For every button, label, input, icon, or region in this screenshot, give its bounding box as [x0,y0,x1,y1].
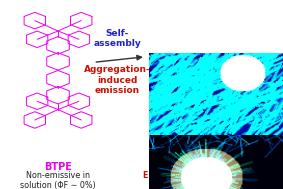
Text: BTPE: BTPE [44,162,72,172]
Text: Aggregation-
induced
emission: Aggregation- induced emission [84,65,151,95]
Text: Emissive crystalline microfibers
(ΦF = 100%): Emissive crystalline microfibers (ΦF = 1… [143,171,283,189]
Text: Self-
assembly: Self- assembly [94,29,141,48]
Text: Non-emissive in
solution (ΦF ∼ 0%): Non-emissive in solution (ΦF ∼ 0%) [20,171,96,189]
